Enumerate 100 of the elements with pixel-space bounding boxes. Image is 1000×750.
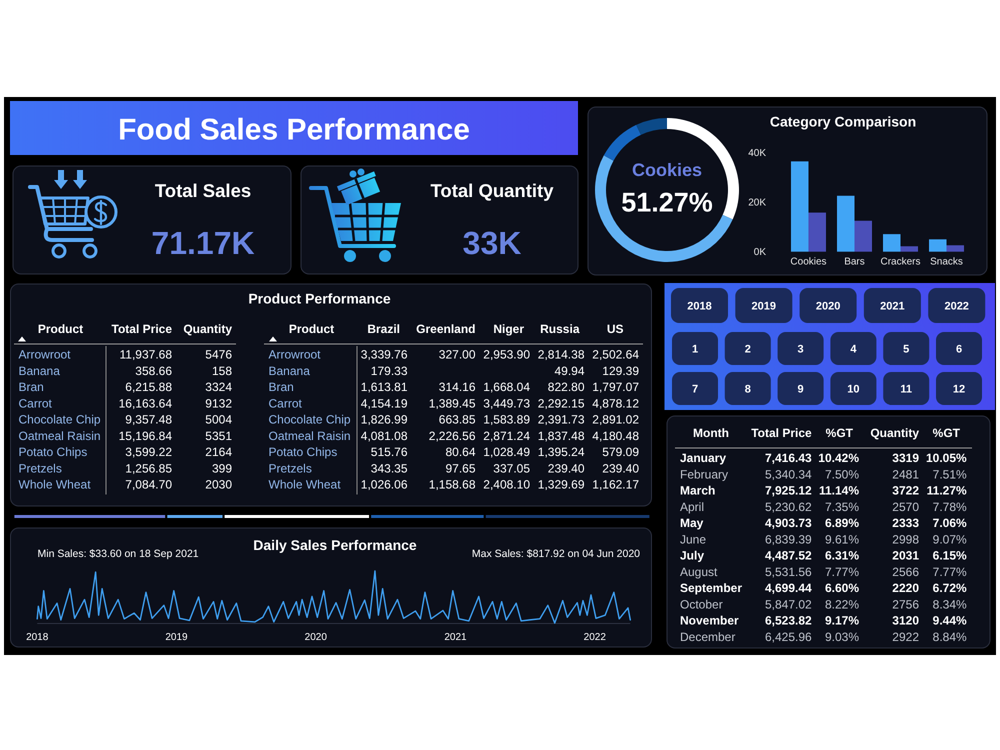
- bar: [836, 196, 854, 252]
- data-label: 5,847.02: [764, 597, 812, 612]
- data-label: 6.31%: [824, 548, 860, 563]
- data-label: 3: [798, 344, 804, 356]
- data-label: 7.78%: [932, 500, 968, 514]
- text: Month: [693, 426, 729, 440]
- data-label: 2,953.90: [483, 348, 530, 362]
- category-label: Carrot: [268, 396, 303, 410]
- data-label: 2998: [892, 532, 920, 546]
- data-label: 129.39: [602, 364, 640, 378]
- data-label: 6,839.39: [764, 532, 812, 546]
- text: Max Sales: $817.92 on 04 Jun 2020: [472, 548, 640, 560]
- category-label: August: [680, 564, 718, 579]
- data-label: 1,028.49: [483, 445, 530, 459]
- data-label: 2,391.73: [538, 412, 585, 426]
- data-label: 5004: [205, 412, 232, 426]
- data-label: 4,878.12: [592, 396, 640, 410]
- x-tick-label: Crackers: [880, 256, 921, 268]
- data-label: 3120: [892, 614, 920, 628]
- data-label: 80.64: [445, 445, 476, 459]
- bar: [883, 234, 901, 252]
- data-label: 663.85: [438, 412, 476, 426]
- data-label: 51.27%: [621, 188, 713, 218]
- data-label: 2,814.38: [538, 348, 585, 362]
- category-label: Potato Chips: [268, 445, 338, 459]
- text: Brazil: [367, 322, 400, 336]
- category-label: March: [680, 484, 716, 498]
- data-label: 9.03%: [824, 630, 860, 644]
- data-label: 327.00: [438, 348, 476, 362]
- data-label: 1,837.48: [538, 428, 585, 443]
- data-label: 6,523.82: [764, 614, 812, 628]
- data-label: 8.22%: [824, 597, 860, 612]
- x-tick-label: 2022: [584, 632, 606, 643]
- data-label: 11.27%: [926, 484, 968, 498]
- text: Total Sales: [154, 180, 252, 201]
- y-tick-label: 40K: [748, 148, 766, 160]
- category-label: Chocolate Chip: [18, 412, 101, 426]
- data-label: 239.40: [602, 461, 640, 476]
- data-label: 3722: [892, 484, 920, 498]
- data-label: 579.09: [602, 445, 640, 459]
- bar: [929, 239, 947, 252]
- data-label: 5,340.34: [764, 467, 812, 482]
- data-label: 1,158.68: [428, 478, 476, 492]
- category-label: Bran: [268, 380, 294, 394]
- category-label: Arrowroot: [268, 348, 322, 362]
- data-label: 2,226.56: [428, 428, 476, 443]
- text: US: [606, 322, 624, 336]
- data-label: 6.72%: [932, 581, 968, 596]
- data-label: 4,081.08: [360, 428, 408, 443]
- data-label: 2022: [944, 300, 969, 312]
- data-label: 6,425.96: [764, 630, 812, 644]
- category-label: Pretzels: [18, 461, 62, 476]
- data-label: 2030: [205, 478, 232, 492]
- data-label: 2220: [892, 581, 920, 596]
- data-label: 1,395.24: [538, 445, 585, 459]
- data-label: 1,797.07: [592, 380, 640, 394]
- text: Quantity: [870, 426, 920, 440]
- slice-label: Cookies: [632, 160, 702, 180]
- category-label: April: [680, 500, 704, 514]
- category-label: January: [680, 451, 726, 465]
- text: Greenland: [416, 322, 476, 336]
- bar: [854, 220, 872, 252]
- data-label: 2922: [892, 630, 920, 644]
- data-label: 239.40: [548, 461, 585, 476]
- category-label: February: [680, 467, 728, 482]
- data-label: 5: [903, 344, 910, 356]
- data-label: 2164: [205, 445, 232, 459]
- text: 71.17K: [151, 225, 255, 261]
- data-label: 1,668.04: [483, 380, 530, 394]
- data-label: 2031: [892, 548, 920, 563]
- data-label: 1: [692, 344, 698, 356]
- bar: [790, 161, 808, 252]
- data-label: 7.06%: [932, 516, 968, 530]
- data-label: 2020: [816, 300, 840, 312]
- data-label: 4,154.19: [360, 396, 408, 410]
- y-tick-label: 0K: [754, 247, 766, 258]
- x-tick-label: Cookies: [790, 256, 827, 268]
- x-tick-label: 2018: [26, 632, 49, 643]
- data-label: 2333: [892, 516, 920, 530]
- data-label: 8: [744, 384, 751, 396]
- bar: [900, 246, 918, 252]
- text: Min Sales: $33.60 on 18 Sep 2021: [38, 548, 199, 560]
- data-label: 2018: [687, 300, 712, 312]
- donut-slice: [636, 118, 667, 135]
- category-label: Bran: [18, 380, 44, 394]
- series-label: Total Price: [112, 322, 172, 336]
- data-label: 97.65: [445, 461, 476, 476]
- series-label: Total Price: [751, 426, 812, 440]
- category-label: Banana: [268, 364, 310, 378]
- data-label: 11.14%: [818, 484, 860, 498]
- data-label: 1,162.17: [592, 478, 640, 492]
- text: Quantity: [183, 322, 232, 336]
- category-label: Pretzels: [268, 461, 312, 476]
- data-label: 6.15%: [932, 548, 968, 563]
- text: Niger: [493, 322, 524, 336]
- data-label: 7,925.12: [764, 484, 812, 498]
- data-label: 337.05: [493, 461, 530, 476]
- data-label: 8.34%: [932, 597, 968, 612]
- data-label: 6,215.88: [125, 380, 172, 394]
- text: 33K: [462, 225, 522, 261]
